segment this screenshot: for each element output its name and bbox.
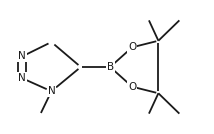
- Text: O: O: [128, 82, 136, 92]
- Text: B: B: [107, 62, 114, 72]
- Text: N: N: [18, 73, 26, 83]
- Text: N: N: [18, 51, 26, 62]
- Text: O: O: [128, 42, 136, 52]
- Text: N: N: [48, 86, 55, 96]
